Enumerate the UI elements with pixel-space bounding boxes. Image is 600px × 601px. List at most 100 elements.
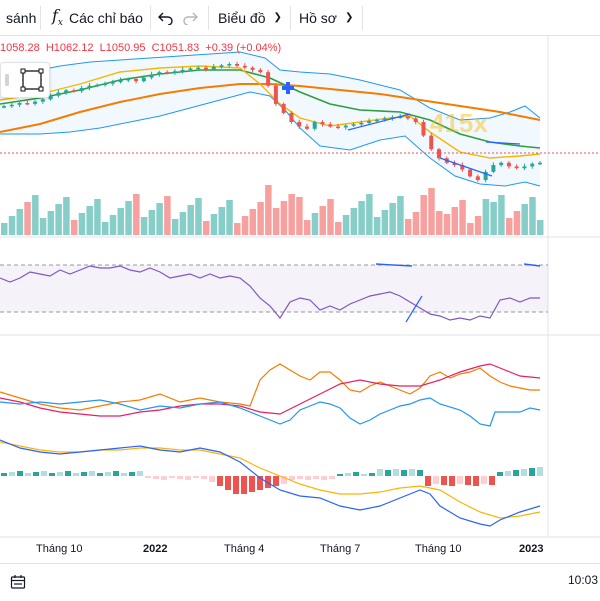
macd-histogram-bar — [353, 472, 359, 476]
legend-close: C1051.83 — [151, 42, 200, 54]
macd-histogram-bar — [345, 473, 351, 476]
volume-bar — [1, 223, 8, 235]
volume-bar — [342, 215, 350, 235]
candle-body — [211, 66, 216, 70]
volume-bar — [140, 217, 148, 235]
volume-bar — [226, 200, 233, 235]
time-axis-label: Tháng 10 — [36, 543, 83, 555]
candle-body — [273, 85, 278, 104]
candle-body — [359, 122, 364, 125]
macd-histogram-bar — [329, 476, 335, 479]
candle-body — [312, 122, 317, 129]
undo-button[interactable] — [158, 0, 174, 35]
candle-body — [304, 126, 309, 129]
volume-bar — [257, 202, 264, 235]
volume-bar — [78, 213, 86, 235]
volume-bar — [373, 217, 381, 235]
candle-body — [506, 162, 511, 167]
macd-histogram-bar — [89, 471, 95, 476]
profile-button[interactable]: Hồ sơ ❯ — [299, 0, 353, 35]
macd-histogram-bar — [433, 476, 439, 484]
macd-histogram-bar — [505, 471, 511, 476]
macd-histogram-bar — [273, 476, 279, 486]
candle-body — [491, 165, 496, 172]
candle-body — [141, 77, 146, 82]
volume-series — [1, 185, 544, 235]
macd-histogram-bar — [441, 476, 447, 485]
macd-histogram-bar — [81, 472, 87, 476]
date-range-icon[interactable] — [10, 574, 26, 590]
macd-histogram-bar — [1, 473, 7, 476]
toolbar-divider — [40, 6, 41, 30]
ohlc-legend: 1058.28 H1062.12 L1050.95 C1051.83 +0.39… — [0, 42, 284, 54]
volume-bar — [397, 196, 404, 235]
volume-bar — [234, 223, 241, 235]
candle-body — [95, 84, 100, 87]
candle-body — [48, 95, 53, 100]
candle-body — [398, 116, 403, 119]
macd-histogram-bar — [161, 476, 167, 480]
macd-histogram-bar — [385, 470, 391, 476]
indicators-button[interactable]: fx Các chỉ báo — [52, 0, 143, 35]
chevron-down-icon: ❯ — [344, 12, 354, 23]
time-axis-label: Tháng 10 — [415, 543, 462, 555]
candle-body — [460, 165, 465, 170]
volume-bar — [125, 201, 132, 235]
candle-body — [351, 124, 356, 126]
macd-histogram-bar — [193, 476, 199, 478]
macd-histogram-bar — [257, 476, 263, 490]
candle-body — [56, 92, 61, 96]
macd-histogram-bar — [409, 469, 415, 476]
chart-type-button[interactable]: Biểu đồ ❯ — [218, 0, 282, 35]
candle-body — [250, 67, 255, 70]
rsi-band — [0, 265, 548, 312]
candle-body — [538, 162, 542, 165]
macd-histogram-bar — [425, 476, 431, 486]
macd-histogram-bar — [185, 476, 191, 480]
macd-histogram-bar — [137, 471, 143, 476]
candle-body — [475, 176, 480, 180]
volume-bar — [436, 211, 443, 235]
candle-body — [33, 101, 38, 104]
macd-histogram-bar — [529, 468, 535, 476]
chart-canvas[interactable]: 415x — [0, 36, 600, 563]
candle-body — [289, 112, 294, 122]
compare-button[interactable]: sánh — [6, 0, 36, 35]
macd-histogram-bar — [9, 472, 15, 476]
redo-icon — [183, 12, 198, 25]
ma-short-line — [0, 65, 541, 159]
time-axis-label: 2023 — [519, 543, 544, 555]
candle-body — [437, 149, 442, 159]
macd-histogram — [1, 467, 543, 494]
redo-button[interactable] — [182, 0, 198, 35]
ma-mid-line — [0, 69, 541, 149]
macd-histogram-bar — [457, 476, 463, 484]
macd-histogram-bar — [65, 471, 71, 476]
candle-body — [79, 88, 84, 92]
candle-body — [452, 162, 457, 166]
candle-body — [468, 169, 473, 177]
time-axis-label: Tháng 4 — [224, 543, 265, 555]
candle-body — [17, 102, 22, 105]
candle-body — [64, 90, 69, 93]
candle-body — [266, 72, 271, 86]
candle-body — [40, 99, 45, 102]
crosshair-marker-icon — [282, 82, 294, 94]
macd-histogram-bar — [481, 476, 487, 484]
volume-bar — [8, 216, 16, 235]
drawing-tool-widget[interactable] — [0, 62, 50, 98]
macd-histogram-bar — [49, 473, 55, 476]
candle-body — [188, 68, 193, 71]
candle-body — [336, 126, 341, 129]
candlestick-series — [2, 61, 542, 183]
macd-histogram-bar — [33, 472, 39, 476]
macd-histogram-bar — [241, 476, 247, 494]
macd-histogram-bar — [297, 476, 303, 479]
volume-bar — [249, 209, 257, 235]
macd-histogram-bar — [337, 474, 343, 476]
macd-histogram-bar — [305, 476, 311, 480]
volume-bar — [529, 197, 536, 235]
candle-body — [203, 67, 208, 70]
trend-line — [375, 263, 413, 267]
macd-histogram-bar — [121, 473, 127, 476]
